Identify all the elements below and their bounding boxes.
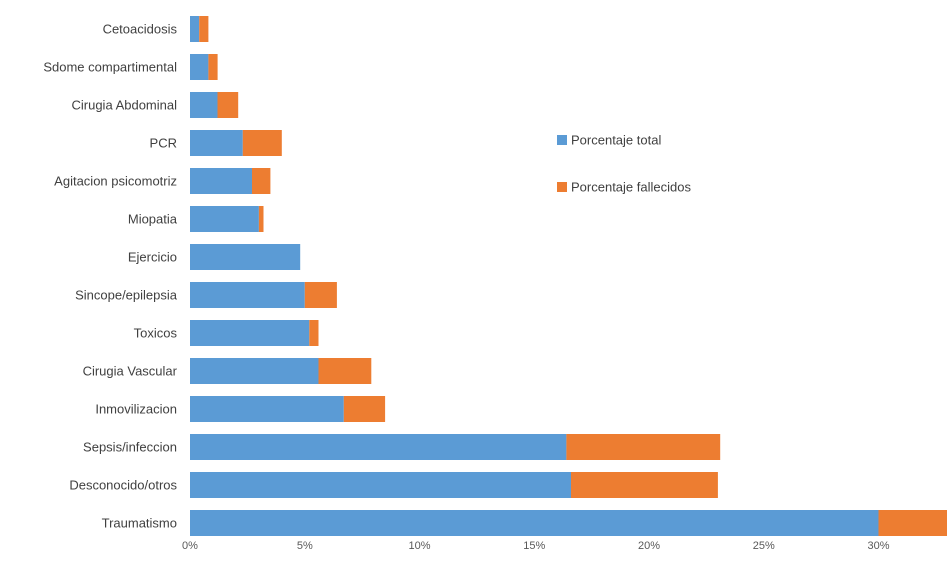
bar-sincope-epilepsia-fallecidos	[304, 282, 337, 308]
bar-miopatia-fallecidos	[258, 206, 264, 232]
bar-desconocido-otros-fallecidos	[571, 472, 718, 498]
x-tick-label: 10%	[408, 540, 430, 552]
category-label-pcr: PCR	[150, 136, 177, 151]
bar-toxicos-total	[190, 320, 310, 346]
legend-swatch-fallecidos	[557, 182, 567, 192]
category-label-sincope-epilepsia: Sincope/epilepsia	[75, 288, 178, 303]
category-label-sdome-compartimental: Sdome compartimental	[43, 60, 177, 75]
bar-pcr-total	[190, 130, 243, 156]
bar-cirugia-abdominal-total	[190, 92, 218, 118]
category-label-toxicos: Toxicos	[134, 326, 178, 341]
category-label-miopatia: Miopatia	[128, 212, 178, 227]
legend: Porcentaje total Porcentaje fallecidos	[557, 133, 691, 195]
x-tick-label: 15%	[523, 540, 545, 552]
bar-sepsis-infeccion-fallecidos	[566, 434, 721, 460]
category-label-sepsis-infeccion: Sepsis/infeccion	[83, 440, 177, 455]
bar-toxicos-fallecidos	[309, 320, 319, 346]
bar-inmovilizacion-fallecidos	[343, 396, 386, 422]
bar-sdome-compartimental-total	[190, 54, 209, 80]
legend-swatch-total	[557, 135, 567, 145]
category-label-inmovilizacion: Inmovilizacion	[95, 402, 177, 417]
bar-cirugia-abdominal-fallecidos	[217, 92, 239, 118]
x-tick-label: 25%	[753, 540, 775, 552]
category-label-cirugia-abdominal: Cirugia Abdominal	[71, 98, 177, 113]
x-tick-label: 0%	[182, 540, 198, 552]
x-tick-label: 5%	[297, 540, 313, 552]
category-label-cirugia-vascular: Cirugia Vascular	[83, 364, 178, 379]
bar-pcr-fallecidos	[242, 130, 282, 156]
bar-inmovilizacion-total	[190, 396, 344, 422]
bars-layer	[190, 16, 947, 536]
x-tick-label: 20%	[638, 540, 660, 552]
x-tick-label: 30%	[867, 540, 889, 552]
category-label-agitacion-psicomotriz: Agitacion psicomotriz	[54, 174, 177, 189]
bar-sepsis-infeccion-total	[190, 434, 567, 460]
category-label-ejercicio: Ejercicio	[128, 250, 177, 265]
bar-desconocido-otros-total	[190, 472, 571, 498]
bar-ejercicio-total	[190, 244, 301, 270]
x-axis-ticks: 0% 5% 10% 15% 20% 25% 30%	[182, 540, 890, 552]
bar-agitacion-psicomotriz-fallecidos	[252, 168, 271, 194]
category-label-desconocido-otros: Desconocido/otros	[69, 478, 177, 493]
legend-label-fallecidos: Porcentaje fallecidos	[571, 180, 691, 195]
bar-sdome-compartimental-fallecidos	[208, 54, 218, 80]
bar-traumatismo-total	[190, 510, 879, 536]
bar-sincope-epilepsia-total	[190, 282, 305, 308]
bar-cetoacidosis-total	[190, 16, 200, 42]
bar-traumatismo-fallecidos	[878, 510, 947, 536]
bar-agitacion-psicomotriz-total	[190, 168, 252, 194]
legend-label-total: Porcentaje total	[571, 133, 661, 148]
bar-cirugia-vascular-total	[190, 358, 319, 384]
bar-miopatia-total	[190, 206, 259, 232]
category-label-traumatismo: Traumatismo	[102, 516, 177, 531]
bar-cirugia-vascular-fallecidos	[318, 358, 372, 384]
category-labels: Cetoacidosis Sdome compartimental Cirugia …	[43, 22, 177, 531]
bar-cetoacidosis-fallecidos	[199, 16, 209, 42]
category-label-cetoacidosis: Cetoacidosis	[103, 22, 178, 37]
